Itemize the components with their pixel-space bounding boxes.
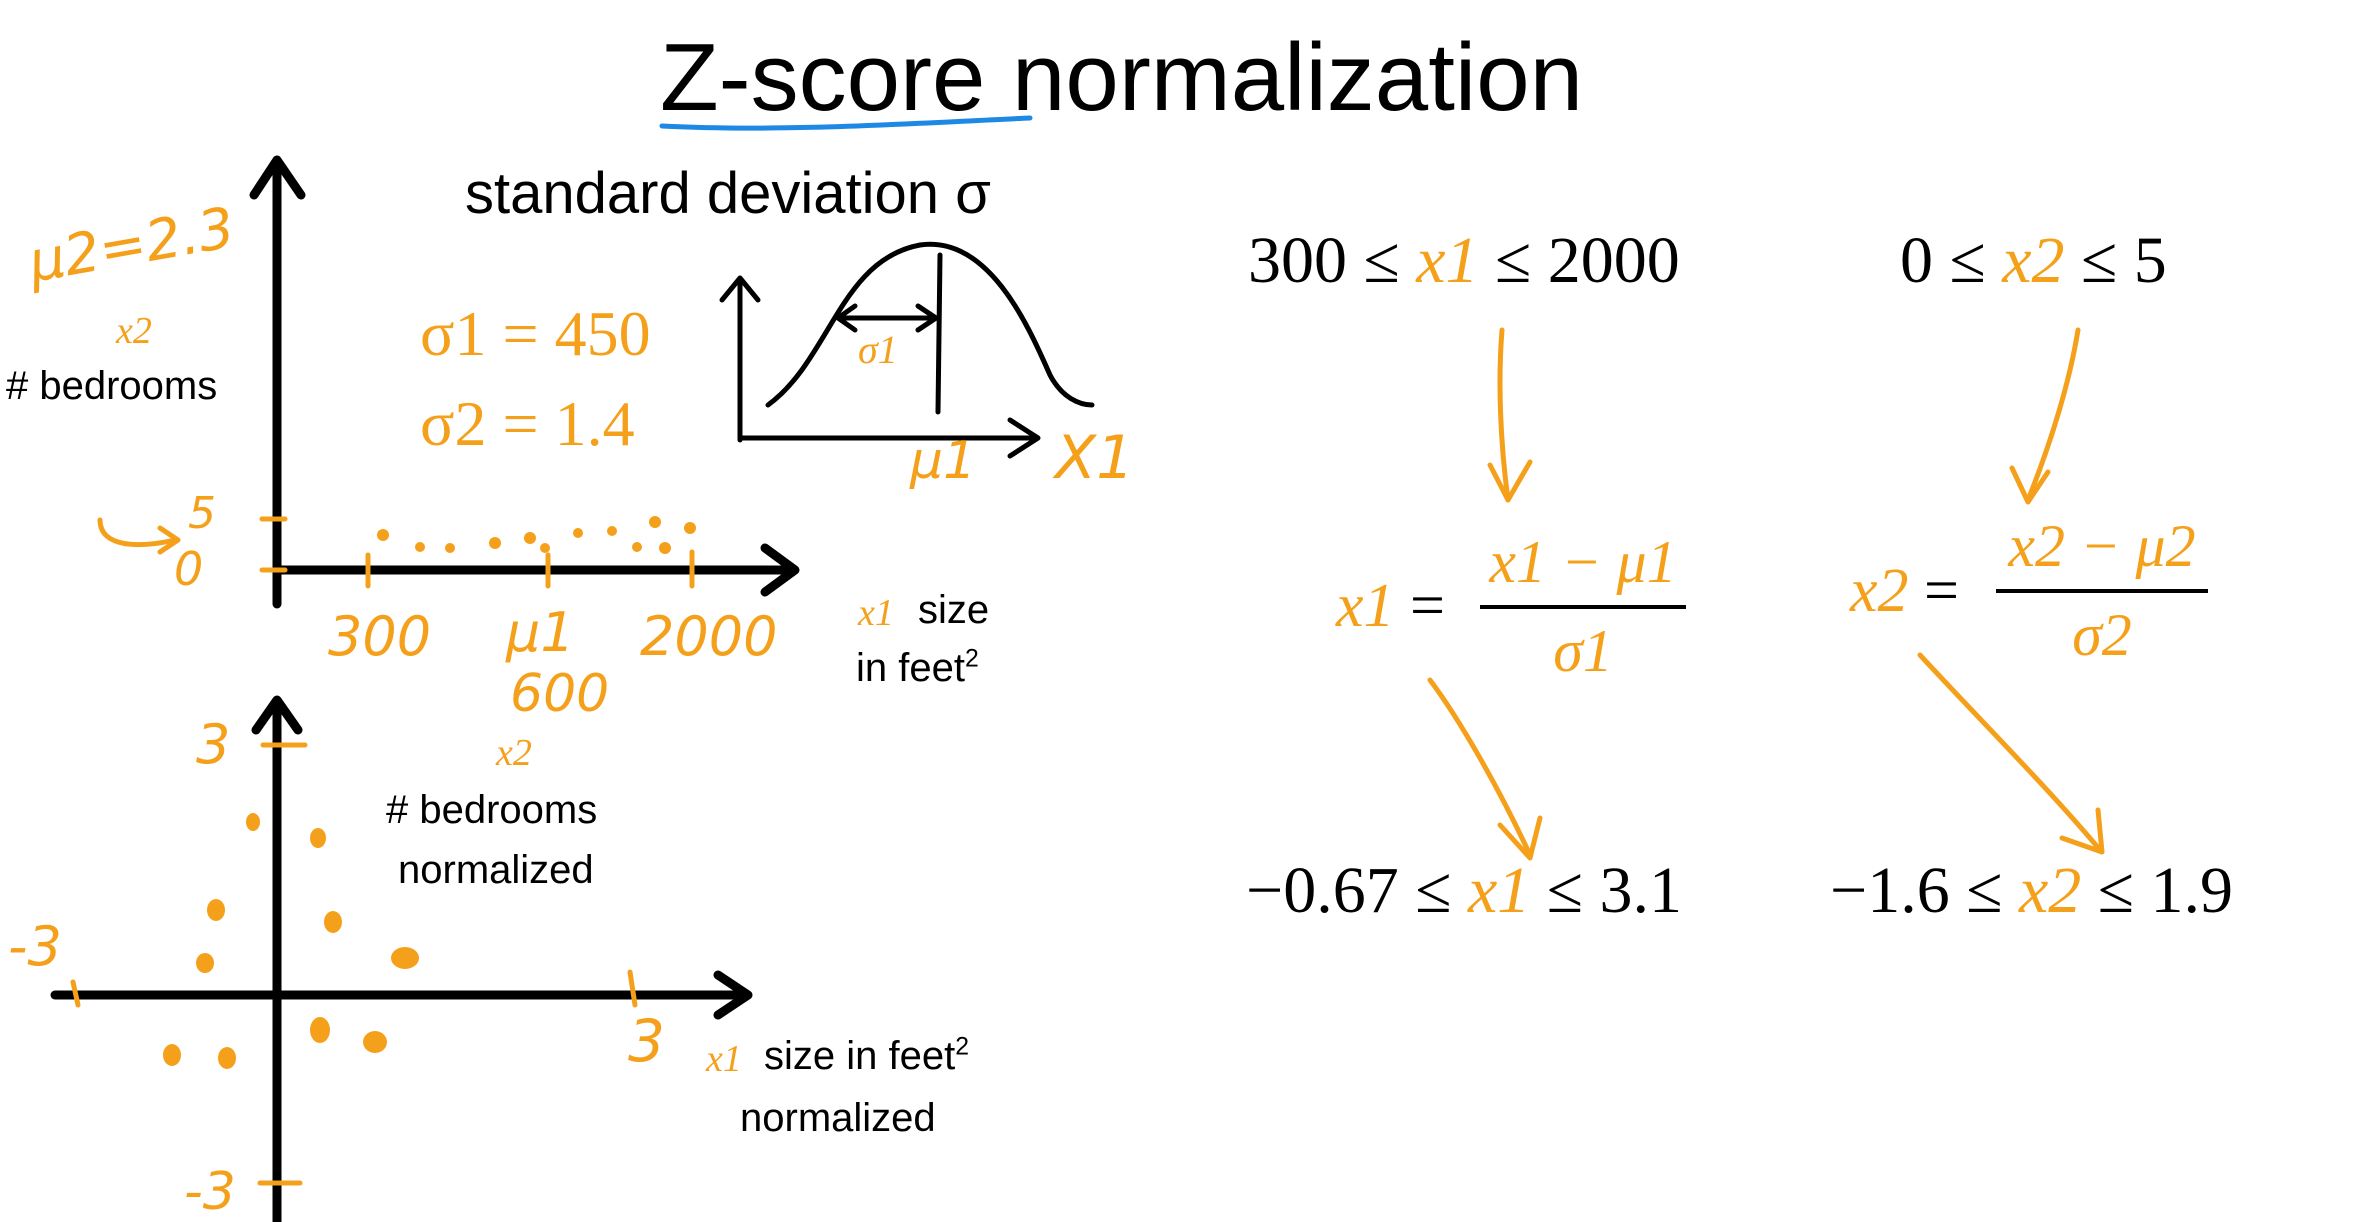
bottom-x-axis-label-line2: normalized [740, 1096, 936, 1140]
top-x-tick-2000: 2000 [640, 605, 778, 668]
x2-norm-high: ≤ 1.9 [2097, 854, 2233, 927]
x2-fraction-bar [1996, 589, 2208, 593]
x2-formula-lhs: x2 = [1850, 557, 1959, 625]
title-rest: normalization [1012, 24, 1583, 131]
top-plot-ticks [259, 516, 695, 589]
title-underline [659, 115, 1033, 131]
x2-formula-denominator: σ2 [2072, 602, 2132, 668]
title-underlined-term: Z-score [660, 24, 986, 131]
x1-norm-var: x1 [1467, 854, 1531, 927]
bottom-plot-points [163, 813, 419, 1069]
sketch-sigma1-label: σ1 [858, 327, 898, 372]
x1-norm-low: −0.67 ≤ [1246, 854, 1452, 927]
x1-normalized-range: −0.67 ≤ x1 ≤ 3.1 [1246, 858, 1682, 924]
x1-formula-lhs-text: x1 [1336, 572, 1395, 640]
bottom-y-axis-label-line2: normalized [398, 848, 594, 892]
x2-range-var: x2 [2002, 224, 2065, 297]
x2-range-low: 0 ≤ [1900, 224, 1986, 297]
top-y-axis-label: # bedrooms [6, 364, 218, 408]
bottom-x-axis-label-line1: size in feet2 [764, 1033, 970, 1078]
top-x-axis-label-line2: in feet2 [856, 645, 979, 690]
top-plot-axes [249, 155, 800, 609]
top-x-axis-symbol: x1 [858, 592, 894, 634]
x2-formula-numerator: x2 − μ2 [2008, 513, 2196, 579]
top-y-axis-symbol: x2 [116, 312, 152, 350]
top-mu1-value: 600 [510, 664, 610, 724]
bottom-y-tick-top: 3 [196, 713, 231, 776]
x1-range-low: 300 ≤ [1248, 224, 1400, 297]
x1-fraction-bar [1480, 605, 1686, 609]
x2-formula-lhs-text: x2 [1850, 557, 1909, 625]
bottom-x-tick-right: 3 [628, 1007, 665, 1075]
sigma2-value: σ2 = 1.4 [420, 388, 635, 459]
top-y-axis-symbol-text: x2 [116, 310, 152, 352]
x2-original-range: 0 ≤ x2 ≤ 5 [1900, 228, 2167, 294]
x1-formula-denominator: σ1 [1553, 618, 1613, 684]
top-y-tick-0: 0 [174, 542, 204, 596]
sigma1-value: σ1 = 450 [420, 298, 651, 369]
bottom-y-axis-symbol: x2 [496, 732, 532, 774]
bell-curve-sketch [719, 241, 1095, 459]
x1-range-var: x1 [1416, 224, 1479, 297]
x2-norm-var: x2 [2018, 854, 2082, 927]
x2-formula-fraction: x2 − μ2 σ2 [1996, 512, 2208, 670]
bottom-y-axis-label-line1: # bedrooms [386, 788, 598, 832]
bottom-plot-ticks [70, 742, 638, 1186]
sketch-x1-label: X1 [1055, 423, 1135, 493]
x1-formula-lhs: x1 = [1336, 572, 1445, 640]
bottom-x-axis-symbol: x1 [706, 1038, 742, 1080]
bottom-y-tick-bottom: -3 [184, 1162, 236, 1222]
x1-formula-fraction: x1 − μ1 σ1 [1480, 528, 1686, 686]
x2-range-high: ≤ 5 [2081, 224, 2167, 297]
slide-title: Z-score normalization [660, 30, 1583, 126]
x1-original-range: 300 ≤ x1 ≤ 2000 [1248, 228, 1680, 294]
x1-norm-high: ≤ 3.1 [1546, 854, 1682, 927]
sketch-mu1-label: μ1 [910, 431, 977, 491]
x2-norm-low: −1.6 ≤ [1830, 854, 2003, 927]
top-x-tick-mu1: μ1 [506, 601, 575, 664]
std-dev-label-text: standard deviation σ [465, 161, 991, 226]
x2-normalized-range: −1.6 ≤ x2 ≤ 1.9 [1830, 858, 2233, 924]
x1-formula-numerator: x1 − μ1 [1489, 529, 1677, 595]
bottom-x-tick-left: -3 [8, 915, 62, 978]
top-x-axis-label-line1: size [918, 588, 990, 632]
top-plot-points [377, 516, 696, 554]
std-dev-label: standard deviation σ [465, 165, 991, 223]
formula-arrows [1427, 327, 2105, 861]
top-x-tick-300: 300 [328, 605, 432, 668]
bottom-plot-axes [50, 695, 753, 1222]
x1-range-high: ≤ 2000 [1495, 224, 1680, 297]
mu2-pointer-arrow [97, 517, 181, 555]
bottom-x-axis-label-line1-text: size in feet [764, 1034, 956, 1078]
top-y-tick-5: 5 [188, 488, 216, 539]
top-x-axis-label-line2-text: in feet [856, 646, 965, 690]
